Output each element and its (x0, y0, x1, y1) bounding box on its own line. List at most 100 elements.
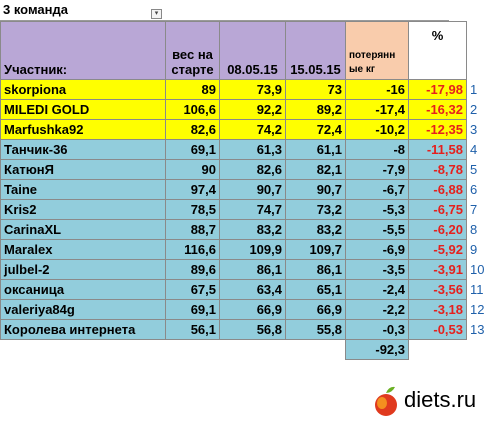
empty-cell (409, 340, 467, 360)
title-divider (0, 20, 449, 21)
rank-cell: 1 (466, 79, 497, 100)
sheet-title: 3 команда (3, 2, 68, 17)
lost-kg-cell: -2,2 (345, 299, 409, 320)
percent-cell: -3,91 (408, 259, 467, 280)
lost-kg-cell: -7,9 (345, 159, 409, 180)
lost-kg-cell: -16 (345, 79, 409, 100)
weight-date-2-cell: 65,1 (285, 279, 346, 300)
lost-kg-cell: -8 (345, 139, 409, 160)
table-row: КатюнЯ 90 82,6 82,1 -7,9 -8,78 5 (0, 159, 497, 180)
rank-cell: 6 (466, 179, 497, 200)
lost-kg-cell: -2,4 (345, 279, 409, 300)
weight-date-1-cell: 83,2 (219, 219, 286, 240)
header-start-weight: вес на старте (165, 21, 220, 80)
percent-cell: -3,56 (408, 279, 467, 300)
start-weight-cell: 56,1 (165, 319, 220, 340)
weight-date-1-cell: 92,2 (219, 99, 286, 120)
results-table-body: Участник: вес на старте 08.05.15 15.05.15… (0, 21, 497, 360)
percent-cell: -17,98 (408, 79, 467, 100)
table-row: Танчик-36 69,1 61,3 61,1 -8 -11,58 4 (0, 139, 497, 160)
start-weight-cell: 88,7 (165, 219, 220, 240)
rank-cell: 7 (466, 199, 497, 220)
percent-cell: -11,58 (408, 139, 467, 160)
start-weight-cell: 78,5 (165, 199, 220, 220)
percent-cell: -3,18 (408, 299, 467, 320)
percent-cell: -5,92 (408, 239, 467, 260)
percent-cell: -6,20 (408, 219, 467, 240)
table-row: julbel-2 89,6 86,1 86,1 -3,5 -3,91 10 (0, 259, 497, 280)
weight-date-2-cell: 83,2 (285, 219, 346, 240)
percent-cell: -6,75 (408, 199, 467, 220)
table-row: Marfushka92 82,6 74,2 72,4 -10,2 -12,35 3 (0, 119, 497, 140)
weight-date-1-cell: 90,7 (219, 179, 286, 200)
header-participant: Участник: (0, 21, 166, 80)
header-date-2: 15.05.15 (285, 21, 346, 80)
table-row: Maralex 116,6 109,9 109,7 -6,9 -5,92 9 (0, 239, 497, 260)
weight-date-2-cell: 66,9 (285, 299, 346, 320)
weight-date-2-cell: 86,1 (285, 259, 346, 280)
participant-name-cell: Taine (0, 179, 166, 200)
participant-name-cell: Kris2 (0, 199, 166, 220)
table-row: CarinaXL 88,7 83,2 83,2 -5,5 -6,20 8 (0, 219, 497, 240)
start-weight-cell: 116,6 (165, 239, 220, 260)
weight-date-1-cell: 74,2 (219, 119, 286, 140)
participant-name-cell: valeriya84g (0, 299, 166, 320)
percent-cell: -12,35 (408, 119, 467, 140)
weight-date-1-cell: 63,4 (219, 279, 286, 300)
percent-cell: -6,88 (408, 179, 467, 200)
start-weight-cell: 89 (165, 79, 220, 100)
weight-date-2-cell: 109,7 (285, 239, 346, 260)
header-percent: % (408, 21, 467, 80)
weight-date-2-cell: 73 (285, 79, 346, 100)
weight-date-2-cell: 61,1 (285, 139, 346, 160)
weight-date-1-cell: 66,9 (219, 299, 286, 320)
lost-kg-cell: -6,9 (345, 239, 409, 260)
start-weight-cell: 106,6 (165, 99, 220, 120)
header-date-1: 08.05.15 (219, 21, 286, 80)
rank-cell: 5 (466, 159, 497, 180)
table-row: skorpiona 89 73,9 73 -16 -17,98 1 (0, 79, 497, 100)
lost-kg-cell: -10,2 (345, 119, 409, 140)
results-table: Участник: вес на старте 08.05.15 15.05.15… (0, 21, 497, 360)
table-row: Kris2 78,5 74,7 73,2 -5,3 -6,75 7 (0, 199, 497, 220)
participant-name-cell: Marfushka92 (0, 119, 166, 140)
participant-name-cell: CarinaXL (0, 219, 166, 240)
rank-cell: 8 (466, 219, 497, 240)
rank-cell: 2 (466, 99, 497, 120)
percent-cell: -8,78 (408, 159, 467, 180)
empty-cell (467, 340, 497, 360)
lost-kg-cell: -5,3 (345, 199, 409, 220)
percent-cell: -16,32 (408, 99, 467, 120)
weight-date-2-cell: 55,8 (285, 319, 346, 340)
total-loss-cell: -92,3 (345, 339, 409, 360)
participant-name-cell: MILEDI GOLD (0, 99, 166, 120)
rank-cell: 3 (466, 119, 497, 140)
start-weight-cell: 82,6 (165, 119, 220, 140)
participant-name-cell: skorpiona (0, 79, 166, 100)
weight-date-2-cell: 82,1 (285, 159, 346, 180)
start-weight-cell: 90 (165, 159, 220, 180)
empty-cell (220, 340, 286, 360)
filter-dropdown-icon[interactable]: ▾ (151, 9, 162, 19)
header-row: Участник: вес на старте 08.05.15 15.05.15… (0, 21, 497, 80)
lost-kg-cell: -0,3 (345, 319, 409, 340)
weight-date-1-cell: 56,8 (219, 319, 286, 340)
participant-name-cell: Maralex (0, 239, 166, 260)
weight-date-2-cell: 89,2 (285, 99, 346, 120)
table-row: valeriya84g 69,1 66,9 66,9 -2,2 -3,18 12 (0, 299, 497, 320)
empty-cell (286, 340, 346, 360)
empty-cell (166, 340, 220, 360)
table-row: Taine 97,4 90,7 90,7 -6,7 -6,88 6 (0, 179, 497, 200)
weight-date-1-cell: 86,1 (219, 259, 286, 280)
percent-cell: -0,53 (408, 319, 467, 340)
apple-logo-icon (375, 386, 397, 416)
weight-date-1-cell: 74,7 (219, 199, 286, 220)
header-rank-blank (466, 21, 497, 80)
participant-name-cell: оксаница (0, 279, 166, 300)
participant-name-cell: Танчик-36 (0, 139, 166, 160)
participant-name-cell: КатюнЯ (0, 159, 166, 180)
rank-cell: 4 (466, 139, 497, 160)
table-row: MILEDI GOLD 106,6 92,2 89,2 -17,4 -16,32 2 (0, 99, 497, 120)
rank-cell: 9 (466, 239, 497, 260)
weight-date-1-cell: 109,9 (219, 239, 286, 260)
